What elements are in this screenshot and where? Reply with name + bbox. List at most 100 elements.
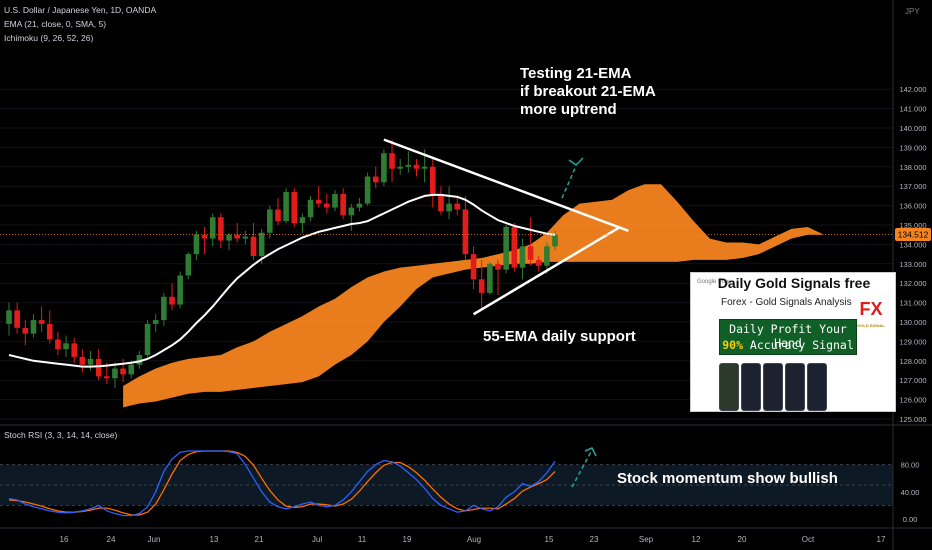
candle-body [242, 236, 249, 239]
candle[interactable] [209, 213, 216, 247]
candle[interactable] [544, 242, 550, 274]
candle[interactable] [112, 362, 118, 388]
annotation-momentum: Stock momentum show bullish [617, 470, 838, 487]
candle[interactable] [315, 186, 322, 208]
candle[interactable] [356, 197, 363, 212]
candle-body [332, 193, 338, 208]
candle[interactable] [478, 259, 485, 311]
candle[interactable] [95, 349, 102, 381]
candle[interactable] [495, 259, 501, 295]
candle[interactable] [405, 151, 412, 173]
price-tick-label: 131.000 [899, 299, 926, 308]
price-axis[interactable]: 142.000 141.000 140.000 139.000 138.000 137.0… [899, 85, 926, 424]
promo-banner[interactable]: Google Play Daily Gold Signals free Fore… [690, 272, 896, 412]
candle[interactable] [511, 223, 518, 272]
time-tick-label: 19 [403, 535, 412, 544]
candle[interactable] [161, 292, 167, 326]
ichimoku-legend[interactable]: Ichimoku (9, 26, 52, 26) [4, 33, 93, 43]
candle[interactable] [185, 252, 192, 280]
candle[interactable] [201, 226, 208, 255]
candle[interactable] [6, 302, 12, 336]
candle[interactable] [430, 159, 436, 208]
stoch-rsi-legend[interactable]: Stoch RSI (3, 3, 14, 14, close) [4, 430, 118, 440]
candle[interactable] [454, 195, 461, 216]
candle-body [267, 209, 273, 233]
candle[interactable] [22, 320, 29, 346]
time-tick-label: 15 [545, 535, 554, 544]
candle-body [340, 193, 346, 216]
candle[interactable] [14, 302, 20, 334]
rsi-tick-label: 40.00 [901, 488, 920, 497]
time-axis[interactable]: 16 24 Jun 13 21 Jul 11 19 Aug 15 23 Sep 12 20 Oct 17 [60, 535, 886, 544]
candle[interactable] [30, 314, 37, 338]
price-tick-label: 132.000 [899, 279, 926, 288]
candle[interactable] [226, 232, 232, 251]
candle[interactable] [71, 337, 77, 363]
candle-body [22, 327, 29, 334]
candle-body [258, 232, 265, 257]
candle[interactable] [487, 261, 493, 295]
price-tick-label: 137.000 [899, 182, 926, 191]
candles[interactable] [6, 139, 558, 388]
lower-trendline[interactable] [472, 225, 621, 316]
candle[interactable] [38, 306, 45, 332]
candle[interactable] [438, 186, 444, 216]
candle[interactable] [446, 186, 452, 220]
candle[interactable] [470, 246, 477, 290]
candle-body [348, 207, 355, 216]
candle[interactable] [381, 149, 387, 187]
candle[interactable] [177, 271, 183, 309]
candle-body [63, 343, 69, 350]
candle-body [55, 339, 61, 350]
candle[interactable] [389, 139, 395, 183]
candle[interactable] [291, 188, 298, 227]
candle[interactable] [234, 223, 240, 243]
trendlines[interactable] [383, 138, 629, 316]
upper-trendline[interactable] [383, 138, 629, 232]
candle[interactable] [136, 351, 143, 369]
candle[interactable] [527, 217, 534, 266]
candle-body [275, 209, 281, 222]
candle[interactable] [79, 349, 86, 373]
ichimoku-cloud-shape [123, 184, 825, 408]
candle-body [104, 376, 110, 379]
candle-body [405, 164, 412, 167]
candle[interactable] [55, 331, 61, 355]
candle[interactable] [535, 256, 542, 272]
candle[interactable] [169, 283, 175, 311]
candle[interactable] [413, 159, 420, 177]
candle[interactable] [250, 223, 257, 260]
candle[interactable] [152, 314, 159, 332]
symbol-title[interactable]: U.S. Dollar / Japanese Yen, 1D, OANDA [4, 5, 156, 15]
candle-body [421, 166, 428, 169]
candle[interactable] [283, 188, 289, 224]
candle[interactable] [193, 230, 200, 260]
candle[interactable] [144, 320, 151, 357]
candle[interactable] [218, 213, 224, 249]
candle[interactable] [299, 213, 306, 233]
candle[interactable] [275, 197, 281, 225]
ema-21-line [8, 193, 556, 368]
candle[interactable] [348, 203, 355, 231]
price-tick-label: 128.000 [899, 357, 926, 366]
candle[interactable] [63, 335, 69, 357]
ema-legend[interactable]: EMA (21, close, 0, SMA, 5) [4, 19, 106, 29]
candle[interactable] [397, 159, 403, 175]
candle[interactable] [307, 195, 314, 222]
arrowhead-price-icon [568, 157, 584, 166]
candle[interactable] [364, 172, 371, 206]
candle[interactable] [242, 230, 249, 245]
candle-body [14, 310, 20, 328]
candle[interactable] [340, 188, 346, 220]
arrow-up-price [561, 165, 577, 199]
candle-body [120, 368, 126, 375]
candle[interactable] [519, 238, 526, 280]
candle[interactable] [46, 310, 53, 344]
candle[interactable] [372, 166, 379, 189]
candle[interactable] [267, 205, 273, 239]
candle[interactable] [462, 195, 469, 260]
candle[interactable] [324, 193, 330, 214]
candle[interactable] [332, 190, 338, 212]
candle[interactable] [503, 225, 509, 274]
promo-green-banner[interactable]: Daily Profit Your Hand 90% Accuracy Sign… [719, 319, 857, 355]
